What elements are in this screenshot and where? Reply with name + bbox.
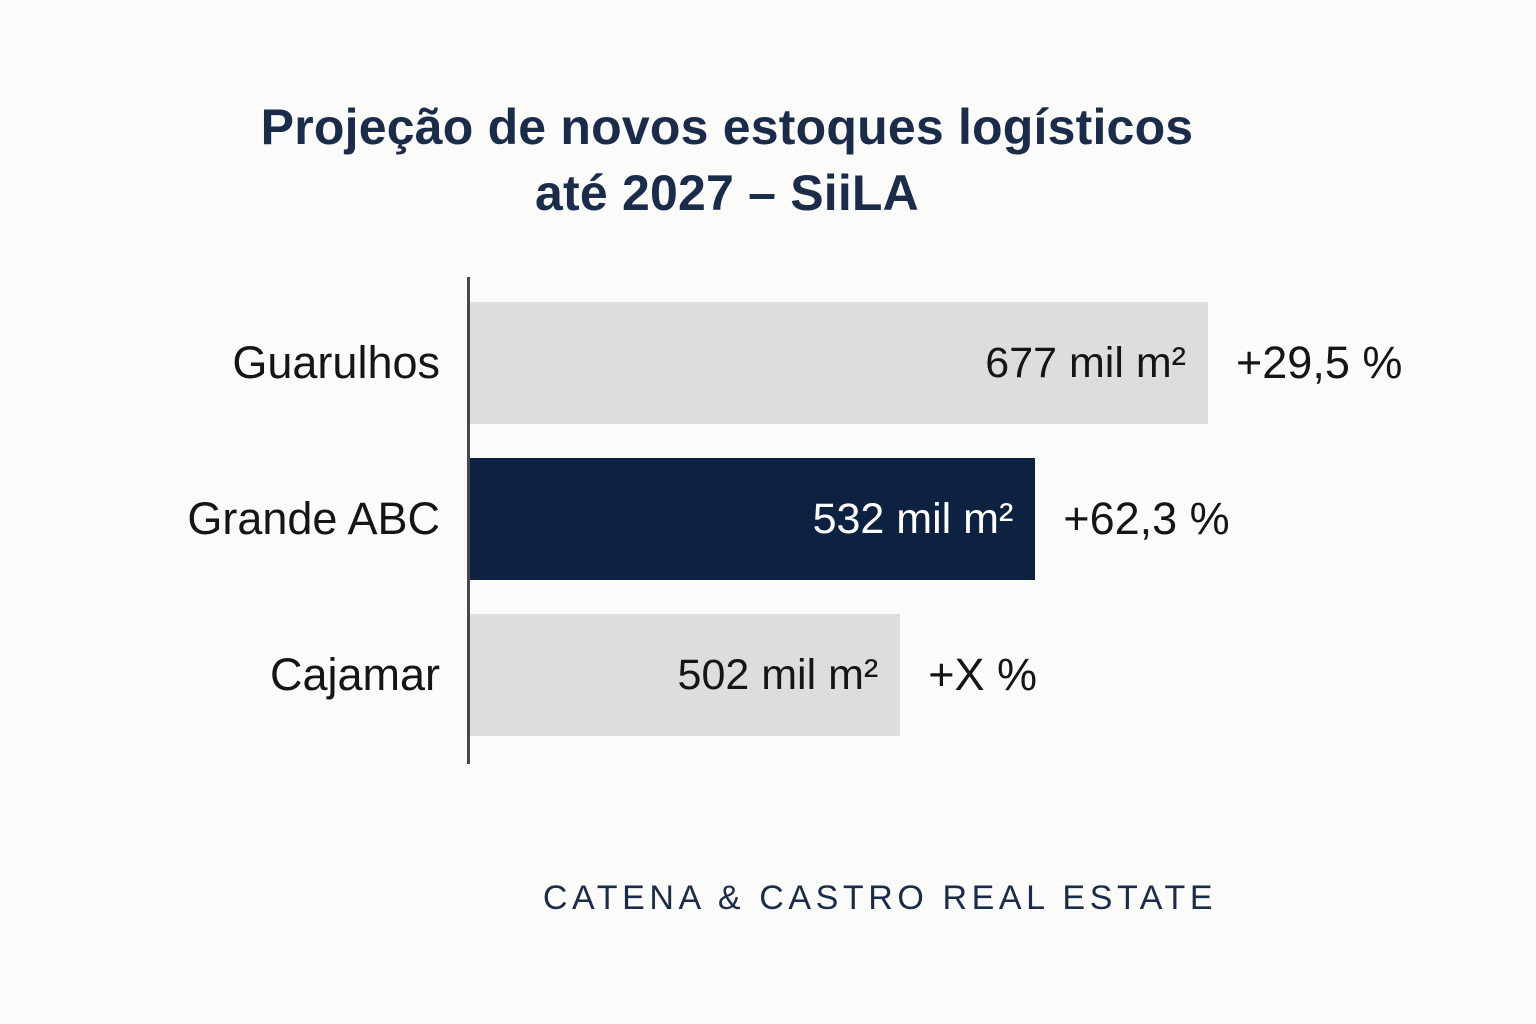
category-label: Cajamar (269, 649, 440, 700)
y-axis-line (467, 277, 470, 764)
bar-row-guarulhos: Guarulhos 677 mil m² +29,5 % (0, 302, 1536, 424)
brand-footer: CATENA & CASTRO REAL ESTATE (542, 879, 1218, 917)
bar-row-cajamar: Cajamar 502 mil m² +X % (0, 614, 1536, 736)
bar-value-label: 532 mil m² (812, 494, 1014, 543)
bar-grande-abc: 532 mil m² (470, 458, 1036, 580)
bar-cajamar: 502 mil m² (470, 614, 901, 736)
bar-guarulhos: 677 mil m² (470, 302, 1208, 424)
growth-percent-label: +X % (928, 649, 1038, 700)
growth-percent-label: +62,3 % (1063, 493, 1230, 544)
bar-row-grande-abc: Grande ABC 532 mil m² +62,3 % (0, 458, 1536, 580)
bar-value-label: 677 mil m² (985, 338, 1186, 387)
bar-rows: Guarulhos 677 mil m² +29,5 % Grande ABC … (0, 302, 1536, 770)
chart-title-line1: Projeção de novos estoques logísticos (260, 99, 1194, 155)
growth-percent-label: +29,5 % (1236, 337, 1403, 388)
category-label: Grande ABC (187, 493, 440, 544)
category-label: Guarulhos (232, 337, 440, 388)
bar-value-label: 502 mil m² (677, 650, 879, 699)
chart-title: Projeção de novos estoques logísticos at… (0, 94, 1454, 226)
chart-title-line2: até 2027 – SiiLA (535, 165, 919, 221)
